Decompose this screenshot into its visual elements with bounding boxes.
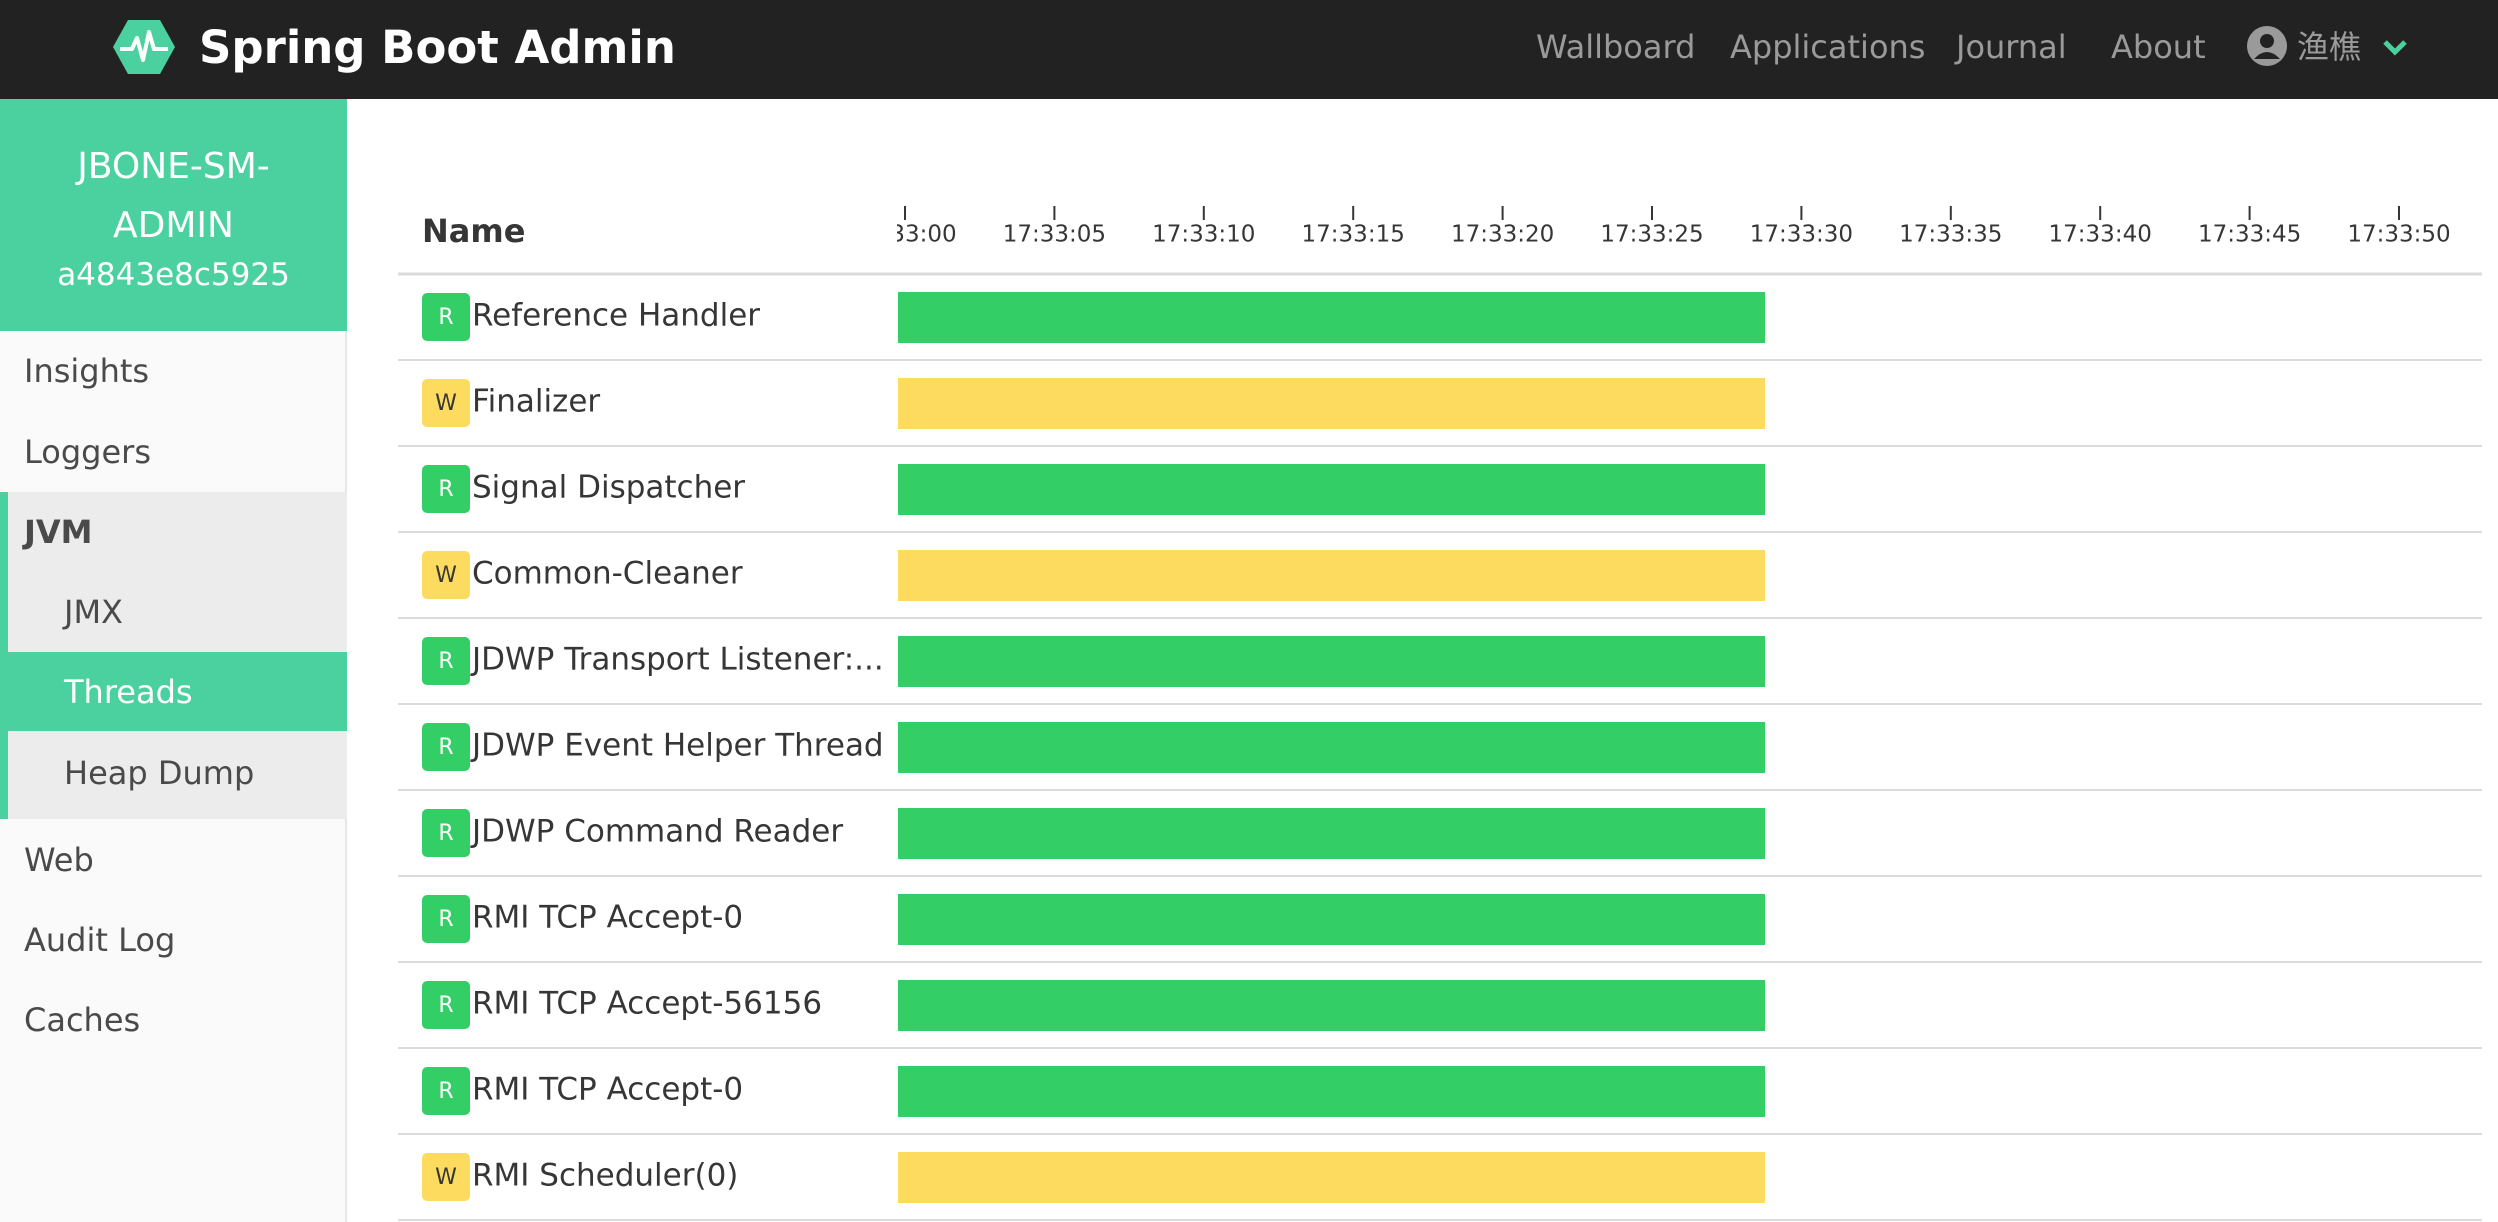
nav-link[interactable]: Applications: [1730, 28, 1926, 66]
nav-subitem[interactable]: Heap Dump: [64, 754, 255, 792]
state-letter: R: [438, 821, 453, 846]
tick-label: 17:33:45: [2198, 222, 2301, 248]
tick-label: 17:33:25: [1600, 222, 1703, 248]
tick-label: 17:33:35: [1899, 222, 2002, 248]
thread-name: JDWP Event Helper Thread: [470, 728, 884, 764]
thread-name: Signal Dispatcher: [472, 470, 745, 506]
state-letter: R: [438, 993, 453, 1018]
state-letter: W: [435, 391, 457, 416]
thread-name: JDWP Command Reader: [470, 814, 843, 850]
nav-item[interactable]: Audit Log: [24, 921, 176, 959]
state-letter: R: [438, 477, 453, 502]
tick-label: 17:33:10: [1152, 222, 1255, 248]
top-bar: Spring Boot Admin Wallboard Applications…: [0, 0, 2498, 99]
state-badge: [422, 637, 470, 685]
nav-link[interactable]: Wallboard: [1536, 28, 1696, 66]
state-badge: [422, 809, 470, 857]
nav-item[interactable]: Loggers: [24, 433, 151, 471]
instance-id: a4843e8c5925: [57, 257, 290, 293]
thread-name: JDWP Transport Listener:...: [470, 642, 884, 678]
timeline-axis: 17:33:00 17:33:05 17:33:10 17:33:15 17:33:20…: [853, 206, 2451, 248]
timeline-bar: [898, 808, 1765, 859]
tick-label: 17:33:00: [853, 222, 956, 248]
thread-name: RMI TCP Accept-0: [472, 1072, 743, 1108]
tick-label: 17:33:30: [1750, 222, 1853, 248]
timeline-bar: [898, 292, 1765, 343]
timeline-bar: [898, 1152, 1765, 1203]
tick-label: 17:33:50: [2347, 222, 2450, 248]
nav-item[interactable]: JVM: [24, 513, 93, 551]
active-item-bg: [0, 652, 347, 731]
state-letter: W: [435, 563, 457, 588]
tick-label: 17:33:20: [1451, 222, 1554, 248]
state-badge: [422, 895, 470, 943]
timeline-bar: [898, 980, 1765, 1031]
thread-name: Reference Handler: [472, 298, 760, 334]
nav-item[interactable]: Caches: [24, 1001, 141, 1039]
thread-name: RMI TCP Accept-0: [472, 900, 743, 936]
state-badge: [422, 981, 470, 1029]
logo: [113, 20, 175, 74]
state-badge: [422, 379, 470, 427]
thread-name: Common-Cleaner: [472, 556, 743, 592]
timeline-bar: [898, 378, 1765, 429]
dropdown-chevron[interactable]: [2382, 38, 2408, 56]
nav-item[interactable]: Insights: [24, 352, 150, 390]
tick-label: 17:33:40: [2049, 222, 2152, 248]
timeline-bar: [898, 894, 1765, 945]
timeline-bar: [898, 1066, 1765, 1117]
state-badge: [422, 1153, 470, 1201]
nav-subitem[interactable]: Threads: [64, 673, 193, 711]
timeline-bar: [898, 636, 1765, 687]
nav-link[interactable]: Journal: [1956, 28, 2067, 66]
app-name: JBONE-SM-ADMIN: [77, 146, 270, 246]
state-badge: [422, 1067, 470, 1115]
instance-card: JBONE-SM-ADMIN a4843e8c5925: [0, 99, 347, 331]
nav-item[interactable]: Web: [24, 841, 94, 879]
rows: R Reference Handler W Finalizer R Signal Disp…: [398, 292, 2482, 1221]
thread-name: RMI TCP Accept-56156: [472, 986, 822, 1022]
state-letter: R: [438, 305, 453, 330]
column-header: Name: [422, 212, 525, 250]
tick-label: 17:33:05: [1003, 222, 1106, 248]
thread-name: Finalizer: [472, 384, 600, 420]
timeline-bar: [898, 464, 1765, 515]
state-badge: [422, 293, 470, 341]
nav-link[interactable]: About: [2111, 28, 2206, 66]
tick-label: 17:33:15: [1302, 222, 1405, 248]
user-icon[interactable]: [2246, 25, 2288, 67]
timeline-bar: [898, 722, 1765, 773]
user-name[interactable]: 渔樵: [2297, 28, 2362, 66]
state-letter: R: [438, 735, 453, 760]
state-badge: [422, 465, 470, 513]
state-letter: R: [438, 907, 453, 932]
state-letter: W: [435, 1165, 457, 1190]
threads-table: Name 17:33:00 17:33:05 17:33:10 17:33:15 17:…: [398, 206, 2482, 1221]
state-letter: R: [438, 1079, 453, 1104]
state-badge: [422, 723, 470, 771]
timeline-bar: [898, 550, 1765, 601]
nav-subitem[interactable]: JMX: [64, 593, 123, 631]
app-title[interactable]: Spring Boot Admin: [199, 21, 676, 74]
thread-name: RMI Scheduler(0): [472, 1158, 738, 1194]
state-badge: [422, 551, 470, 599]
sidebar: JBONE-SM-ADMIN a4843e8c5925 Insights Log…: [0, 99, 347, 1222]
state-letter: R: [438, 649, 453, 674]
